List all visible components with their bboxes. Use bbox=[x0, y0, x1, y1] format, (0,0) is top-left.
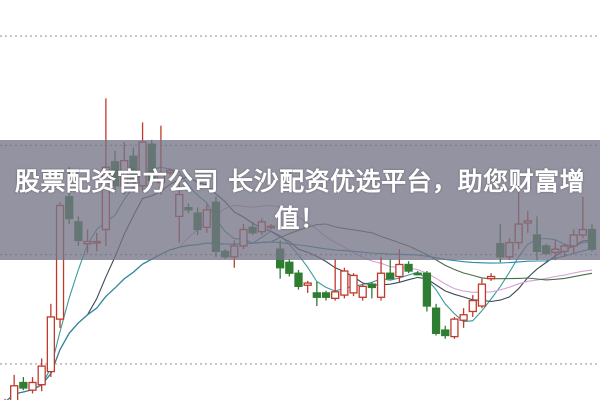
moving-average-line bbox=[6, 241, 593, 400]
candle-body bbox=[312, 292, 321, 298]
candle-body bbox=[395, 263, 404, 278]
candle-body bbox=[486, 275, 496, 280]
candle-body bbox=[349, 274, 358, 294]
title-banner: 股票配资官方公司 长沙配资优选平台，助您财富增 值！ bbox=[0, 140, 600, 260]
candle-body bbox=[441, 329, 450, 337]
candle-body bbox=[331, 291, 340, 300]
candle-body bbox=[431, 307, 441, 334]
candle-body bbox=[367, 283, 377, 289]
candle-body bbox=[10, 385, 19, 400]
banner-line-2: 值！ bbox=[274, 204, 326, 233]
candle-body bbox=[413, 272, 422, 276]
candle-body bbox=[46, 316, 56, 373]
candle-body bbox=[376, 272, 386, 298]
candle-body bbox=[386, 272, 395, 280]
candle-body bbox=[358, 285, 367, 298]
candle-body bbox=[321, 292, 331, 298]
candle-body bbox=[477, 283, 487, 307]
candle-body bbox=[422, 272, 432, 307]
banner-line-1: 股票配资官方公司 长沙配资优选平台，助您财富增 bbox=[14, 167, 586, 196]
candle-body bbox=[404, 263, 413, 272]
candle-body bbox=[340, 270, 349, 296]
candle-body bbox=[468, 299, 477, 313]
candle-body bbox=[37, 365, 46, 386]
candle-body bbox=[459, 314, 468, 321]
candle-body bbox=[450, 318, 459, 338]
candle-body bbox=[19, 381, 28, 389]
candle-body bbox=[285, 261, 294, 274]
candle-body bbox=[28, 381, 37, 391]
candle-body bbox=[294, 272, 303, 287]
candle-body bbox=[303, 282, 312, 286]
